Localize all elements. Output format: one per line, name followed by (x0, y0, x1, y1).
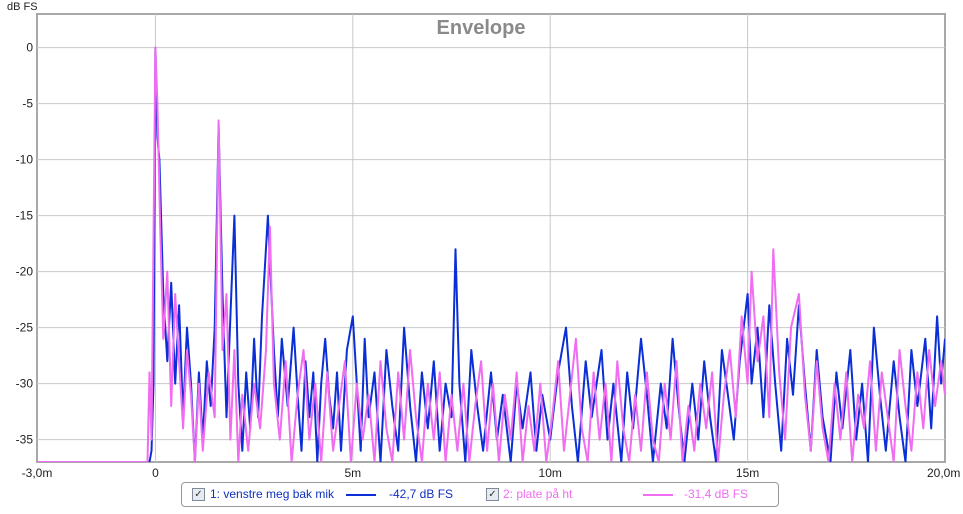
y-tick-label: -10 (16, 153, 34, 167)
legend: ✓ 1: venstre meg bak mik -42,7 dB FS ✓ 2… (181, 482, 779, 507)
plot-area (36, 13, 946, 463)
y-tick-label: -5 (22, 97, 33, 111)
series-1-checkbox[interactable]: ✓ (192, 488, 205, 501)
series-1-swatch (346, 494, 376, 496)
x-tick-label: 20,0m s (927, 466, 963, 480)
y-tick-label: -20 (16, 265, 34, 279)
series-2-name: 2: plate på ht (503, 487, 573, 501)
grid (37, 14, 945, 462)
x-tick-label: 10m (539, 466, 562, 480)
series-2-checkbox[interactable]: ✓ (486, 488, 499, 501)
series-1-name: 1: venstre meg bak mik (210, 487, 335, 501)
x-tick-label: 0 (152, 466, 159, 480)
series-line-1 (37, 46, 945, 462)
chart-title: Envelope (437, 17, 526, 39)
axis-ticks: 0 -5 -10 -15 -20 -25 -30 -35 -3,0m 0 5m 10m 15m 20,0m… (16, 41, 963, 480)
x-tick-label: -3,0m (22, 466, 53, 480)
series-1-value: -42,7 dB FS (389, 487, 454, 501)
x-tick-label: 5m (344, 466, 361, 480)
x-tick-label: 15m (736, 466, 759, 480)
series-2-swatch (643, 494, 673, 496)
y-axis-label: dB FS (7, 1, 38, 13)
series-group (37, 46, 945, 462)
y-tick-label: -30 (16, 377, 34, 391)
y-tick-label: -15 (16, 209, 34, 223)
y-tick-label: -25 (16, 321, 34, 335)
series-2-value: -31,4 dB FS (684, 487, 749, 501)
y-tick-label: -35 (16, 433, 34, 447)
y-tick-label: 0 (26, 41, 33, 55)
series-line-2 (37, 46, 945, 462)
